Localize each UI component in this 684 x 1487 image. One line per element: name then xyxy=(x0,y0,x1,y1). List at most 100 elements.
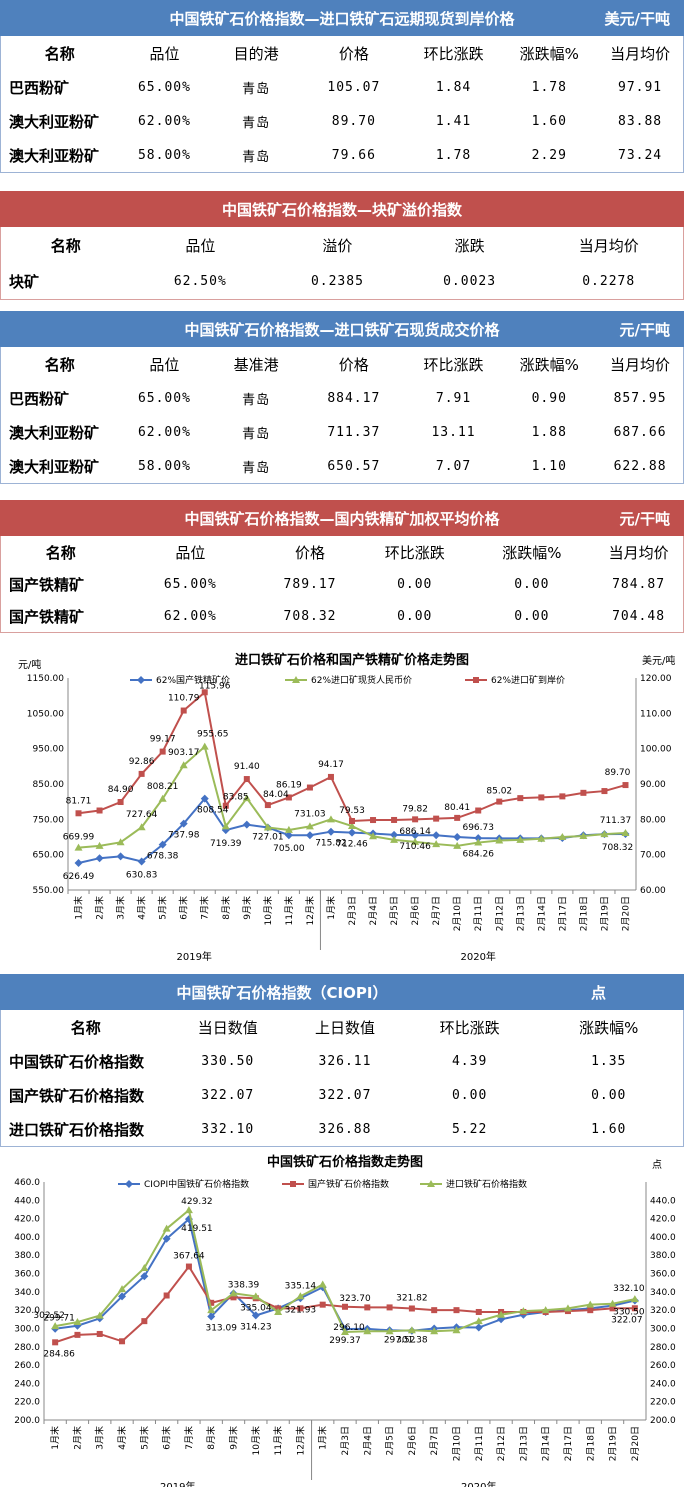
cell-value: 89.70 xyxy=(331,113,376,129)
data-label: 84.90 xyxy=(108,785,134,795)
data-label: 83.85 xyxy=(223,793,249,803)
data-point xyxy=(222,802,229,809)
domestic-price-header: 中国铁矿石价格指数—国内铁精矿加权平均价格 元/干吨 xyxy=(0,500,684,536)
data-point xyxy=(453,833,462,841)
x-tick-label: 2月13日 xyxy=(518,1426,529,1461)
data-point xyxy=(73,1321,82,1330)
data-label: 321.82 xyxy=(396,1293,428,1303)
legend-marker xyxy=(473,677,479,683)
data-point xyxy=(579,831,588,839)
cell-value: 622.88 xyxy=(613,458,667,474)
data-label: 323.70 xyxy=(339,1294,371,1304)
data-label: 708.32 xyxy=(602,843,634,853)
data-point xyxy=(274,1307,283,1315)
y-tick-label: 340.0 xyxy=(14,1288,40,1298)
data-label: 335.14 xyxy=(285,1281,317,1291)
x-tick-label: 4月末 xyxy=(116,1426,128,1450)
data-label: 302.52 xyxy=(33,1311,65,1321)
data-point xyxy=(251,1292,260,1300)
y2-tick-label: 110.00 xyxy=(640,709,672,719)
data-point xyxy=(474,838,483,846)
x-tick-label: 2月19日 xyxy=(599,896,610,931)
column-header: 价格 xyxy=(295,543,326,562)
table-row: 国产铁精矿 65.00% 789.17 0.00 0.00 784.87 xyxy=(1,568,683,600)
data-point xyxy=(52,1339,59,1346)
y2-tick-label: 360.0 xyxy=(650,1270,676,1280)
x-tick-label: 12月末 xyxy=(304,896,316,925)
data-label: 626.49 xyxy=(63,872,95,882)
spot-price-header: 中国铁矿石价格指数—进口铁矿石现货成交价格 元/干吨 xyxy=(0,311,684,347)
data-point xyxy=(390,830,399,839)
table-row: 中国铁矿石价格指数 330.50 326.11 4.39 1.35 xyxy=(1,1044,683,1078)
data-point xyxy=(609,1305,616,1312)
data-label: 338.39 xyxy=(228,1280,260,1290)
data-point xyxy=(305,831,314,840)
x-tick-label: 2月10日 xyxy=(451,1426,462,1461)
year-label: 2020年 xyxy=(461,1480,496,1487)
data-point xyxy=(118,1292,127,1301)
data-point xyxy=(363,1327,372,1335)
y2-tick-label: 260.0 xyxy=(650,1361,676,1371)
data-point xyxy=(475,1308,482,1315)
row-name: 澳大利亚粉矿 xyxy=(9,112,100,131)
data-point xyxy=(600,830,609,838)
x-tick-label: 2月4日 xyxy=(368,896,379,925)
column-header: 品位 xyxy=(185,236,216,255)
data-label: 322.07 xyxy=(611,1315,643,1325)
data-point xyxy=(348,828,356,837)
data-label: 367.64 xyxy=(173,1252,205,1262)
y2-tick-label: 420.0 xyxy=(650,1215,676,1225)
data-point xyxy=(140,1264,149,1272)
row-name: 澳大利亚粉矿 xyxy=(9,457,100,476)
x-tick-label: 11月末 xyxy=(272,1426,284,1455)
ciopi-unit: 点 xyxy=(590,983,606,1002)
column-header: 名称 xyxy=(70,1018,101,1037)
cell-value: 330.50 xyxy=(201,1053,255,1069)
data-point xyxy=(390,835,399,843)
cell-value: 62.00% xyxy=(137,424,191,440)
data-label: 89.70 xyxy=(605,768,631,778)
row-name: 国产铁精矿 xyxy=(9,607,85,626)
data-point xyxy=(601,788,608,795)
data-label: 115.96 xyxy=(199,681,231,691)
header-row: 名称 品位 目的港 价格 环比涨跌 涨跌幅% 当月均价 xyxy=(1,36,683,70)
spot-price-unit: 元/干吨 xyxy=(619,320,670,339)
cell-value: 青岛 xyxy=(242,460,271,476)
column-header: 名称 xyxy=(44,44,75,63)
column-header: 名称 xyxy=(50,236,81,255)
data-label: 686.14 xyxy=(399,827,431,837)
legend-label: CIOPI中国铁矿石价格指数 xyxy=(144,1178,249,1190)
data-point xyxy=(341,1328,349,1336)
cell-value: 326.11 xyxy=(318,1053,372,1069)
data-label: 335.04 xyxy=(240,1303,272,1313)
table-row: 进口铁矿石价格指数 332.10 326.88 5.22 1.60 xyxy=(1,1112,683,1146)
cell-value: 青岛 xyxy=(242,149,271,165)
data-point xyxy=(96,1330,103,1337)
x-tick-label: 2月18日 xyxy=(578,896,589,931)
x-tick-label: 4月末 xyxy=(136,896,148,920)
data-point xyxy=(563,1304,572,1312)
x-tick-label: 8月末 xyxy=(205,1426,217,1450)
legend-marker xyxy=(125,1180,133,1188)
lump-premium-section: 中国铁矿石价格指数—块矿溢价指数 名称 品位 溢价 涨跌 当月均价 块矿 62.50% 0.2… xyxy=(0,191,684,300)
data-point xyxy=(474,1317,483,1325)
data-point xyxy=(453,841,462,849)
data-label: 79.82 xyxy=(402,804,428,814)
data-label: 296.10 xyxy=(333,1323,365,1333)
domestic-price-table: 名称 品位 价格 环比涨跌 涨跌幅% 当月均价 国产铁精矿 65.00% 789.17 0.00 0… xyxy=(1,536,683,632)
x-tick-label: 8月末 xyxy=(220,896,232,920)
column-header: 环比涨跌 xyxy=(439,1018,500,1037)
data-point xyxy=(119,1338,126,1345)
y-tick-label: 280.0 xyxy=(14,1343,40,1353)
data-point xyxy=(118,1285,127,1293)
y-tick-label: 400.0 xyxy=(14,1233,40,1243)
cell-value: 650.57 xyxy=(327,458,381,474)
cell-value: 5.22 xyxy=(451,1121,488,1137)
data-point xyxy=(138,770,145,777)
data-point xyxy=(179,761,188,769)
x-tick-label: 3月末 xyxy=(94,1426,106,1450)
column-header: 涨跌 xyxy=(454,236,485,255)
x-tick-label: 2月12日 xyxy=(496,1426,507,1461)
column-header: 价格 xyxy=(338,44,369,63)
data-point xyxy=(348,822,356,830)
